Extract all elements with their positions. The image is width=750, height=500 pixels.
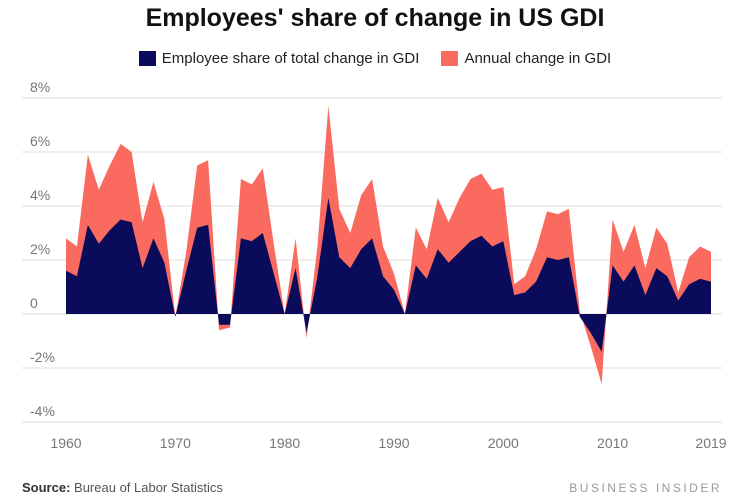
chart-title: Employees' share of change in US GDI: [145, 4, 605, 32]
x-tick-label: 2019: [695, 435, 726, 451]
x-tick-label: 1980: [269, 435, 300, 451]
y-tick-label: 0: [30, 295, 38, 311]
legend-label-employee-share: Employee share of total change in GDI: [161, 50, 420, 67]
source-note: Source: Bureau of Labor Statistics: [22, 480, 223, 495]
legend-swatch-annual-change: [441, 51, 459, 66]
x-tick-label: 1960: [50, 435, 81, 451]
legend-item-annual-change: Annual change in GDI: [441, 50, 611, 67]
y-tick-label: 2%: [30, 241, 50, 257]
legend-item-employee-share: Employee share of total change in GDI: [138, 50, 420, 67]
y-tick-label: -4%: [30, 403, 55, 419]
series-area-employee-share: [66, 197, 711, 352]
legend-swatch-employee-share: [138, 51, 156, 66]
y-tick-label: 6%: [30, 133, 50, 149]
y-tick-label: -2%: [30, 349, 55, 365]
legend-label-annual-change: Annual change in GDI: [464, 50, 612, 67]
x-tick-label: 1990: [378, 435, 409, 451]
source-text: Bureau of Labor Statistics: [74, 480, 223, 495]
series-area-annual-change: [66, 106, 711, 385]
brand-logo-text: BUSINESS INSIDER: [569, 481, 722, 495]
x-tick-label: 1970: [160, 435, 191, 451]
legend: Employee share of total change in GDI An…: [0, 50, 750, 67]
y-tick-label: 4%: [30, 187, 50, 203]
area-chart: 8% 6% 4% 2% 0 -2% -4% 1960 1970 1980 1990 2000 2010 2…: [22, 79, 727, 451]
x-tick-label: 2000: [488, 435, 519, 451]
x-tick-label: 2010: [597, 435, 628, 451]
y-tick-label: 8%: [30, 79, 50, 95]
source-label: Source:: [22, 480, 71, 495]
